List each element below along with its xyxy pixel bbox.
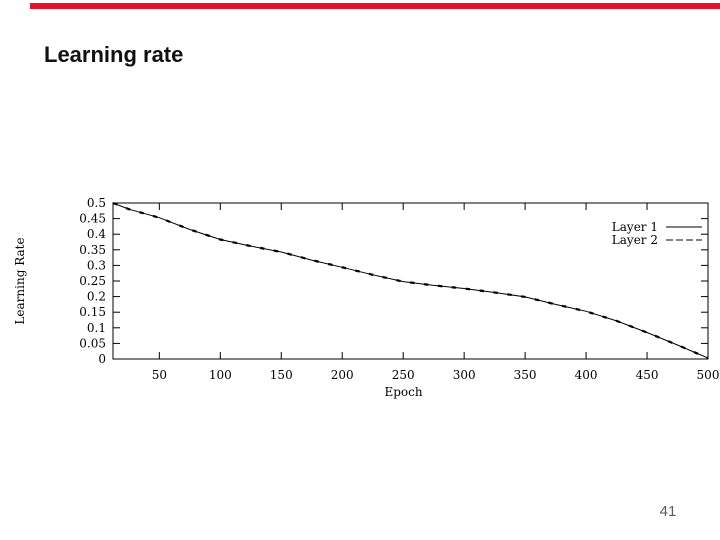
y-axis-title: Learning Rate: [13, 237, 27, 324]
y-tick-label: 0.45: [79, 212, 106, 226]
x-tick-label: 450: [636, 368, 659, 382]
accent-bar: [30, 3, 720, 9]
y-tick-label: 0.2: [87, 290, 106, 304]
x-axis-title: Epoch: [384, 385, 422, 399]
slide-title: Learning rate: [44, 42, 184, 67]
y-tick-label: 0.5: [87, 196, 106, 210]
page-number: 41: [659, 503, 677, 520]
x-tick-label: 300: [453, 368, 476, 382]
y-axis-ticks: 0 0.050.1 0.150.2 0.25 0.30.35 0.40.45 0.5: [79, 196, 708, 366]
y-tick-label: 0.4: [87, 227, 106, 241]
x-tick-label: 200: [331, 368, 354, 382]
y-tick-label: 0.1: [87, 321, 106, 335]
x-tick-label: 350: [514, 368, 537, 382]
x-tick-label: 50: [152, 368, 167, 382]
y-tick-label: 0: [98, 352, 106, 366]
x-tick-label: 150: [270, 368, 293, 382]
curve-layer-2: [112, 201, 709, 360]
y-tick-label: 0.35: [79, 243, 106, 257]
y-tick-label: 0.05: [79, 336, 106, 350]
legend-label: Layer 2: [612, 233, 658, 247]
y-tick-label: 0.3: [87, 258, 106, 272]
y-tick-label: 0.25: [79, 274, 106, 288]
x-axis-ticks: 50 100 150 200 250 300 350 400 450 500: [152, 203, 720, 382]
x-tick-label: 400: [575, 368, 598, 382]
legend-label: Layer 1: [612, 220, 658, 234]
x-tick-label: 100: [209, 368, 232, 382]
x-tick-label: 500: [697, 368, 720, 382]
y-tick-label: 0.15: [79, 305, 106, 319]
x-tick-label: 250: [392, 368, 415, 382]
